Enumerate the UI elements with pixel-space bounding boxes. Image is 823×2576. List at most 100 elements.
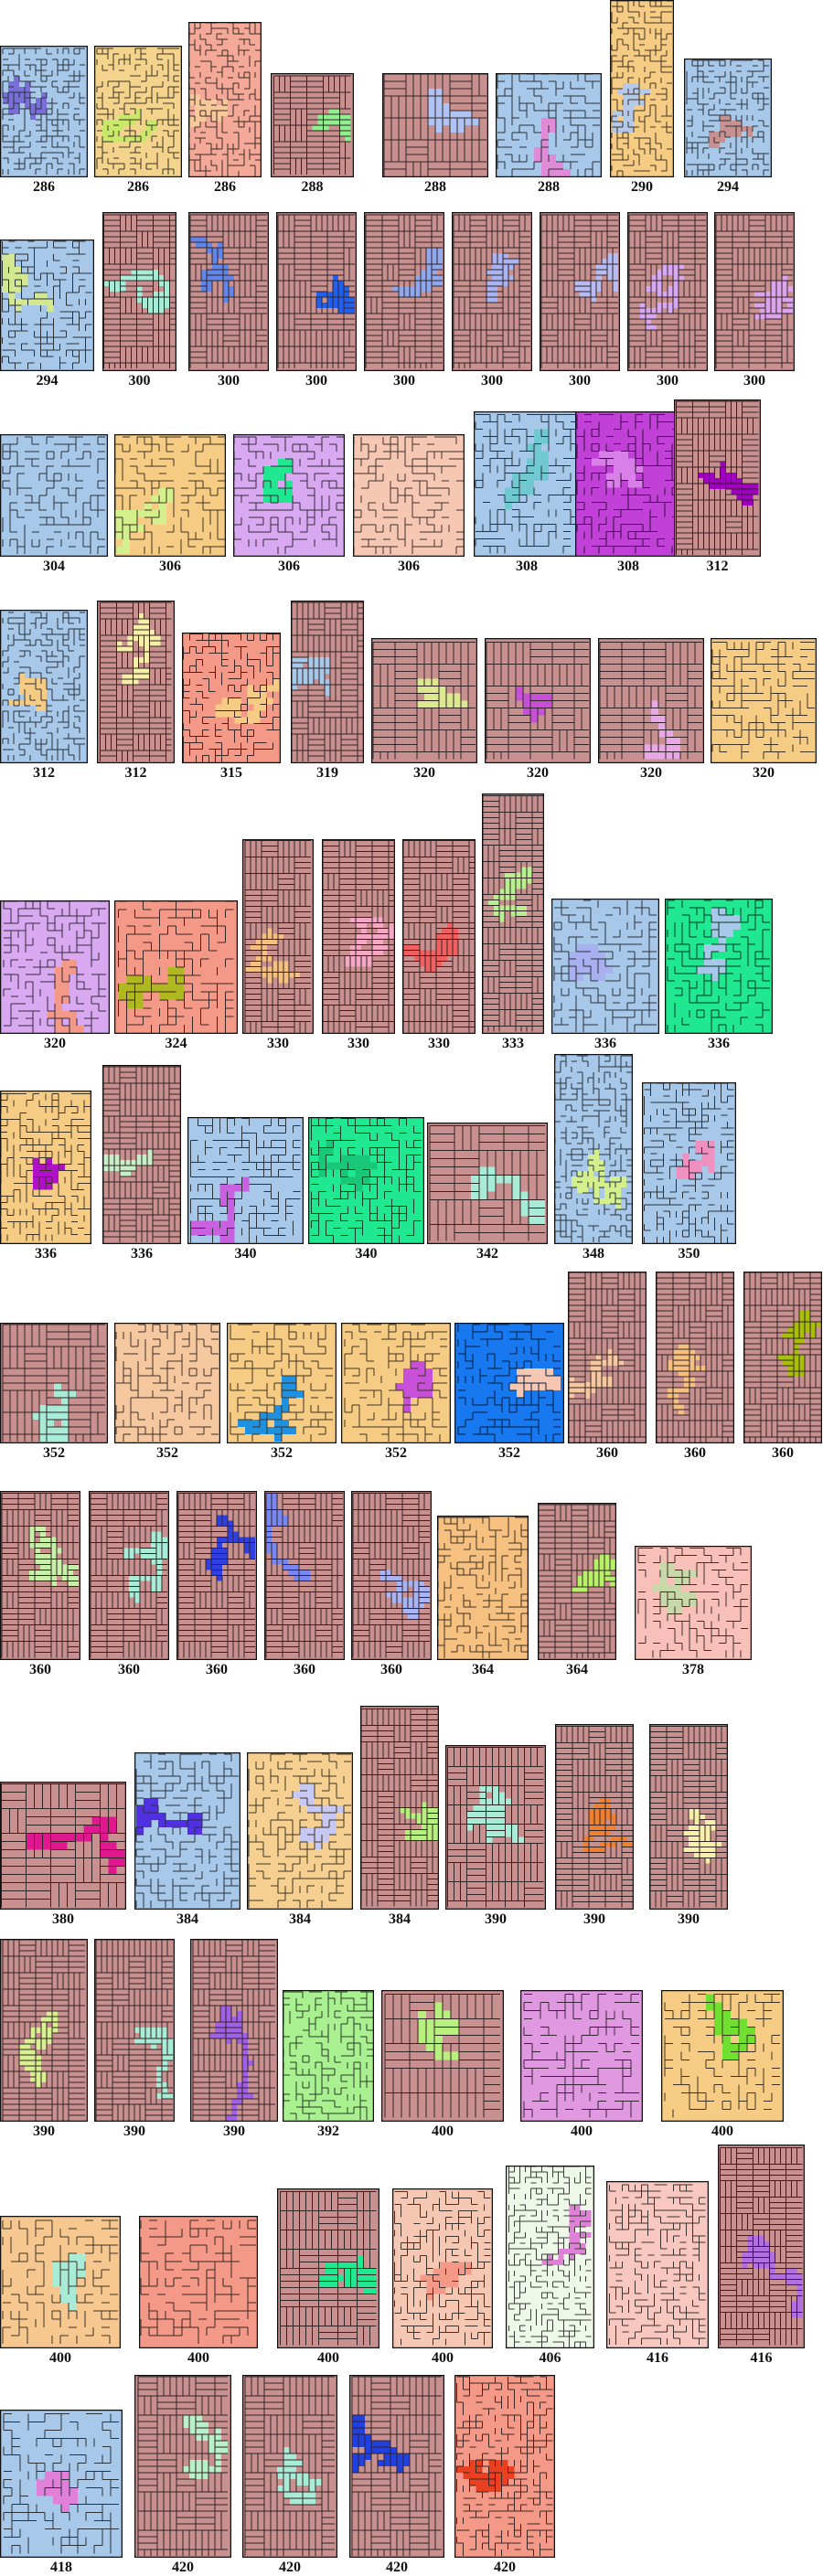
- tiling-edges: [644, 1082, 734, 1243]
- tiling-highlight-region: [400, 1802, 438, 1841]
- tiling-highlight-region: [318, 1140, 378, 1192]
- tiling-frame: [520, 1990, 643, 2122]
- tiling-size-label: 320: [44, 1036, 66, 1051]
- tiling-frame: [176, 1491, 257, 1660]
- tiling-size-label: 342: [476, 1246, 498, 1261]
- tiling-400-item: 400: [381, 1990, 504, 2140]
- tiling-edges: [686, 59, 769, 176]
- tiling-highlight-region: [582, 2051, 639, 2110]
- tiling-highlight-region: [266, 1493, 310, 1581]
- tiling-figure: [568, 1272, 647, 1443]
- tiling-frame: [610, 0, 674, 177]
- tiling-highlight-region: [569, 1349, 624, 1399]
- tiling-frame: [277, 2188, 379, 2348]
- tiling-edges: [599, 642, 702, 760]
- tiling-frame: [392, 2188, 493, 2348]
- tiling-figure: [743, 1272, 822, 1443]
- tiling-highlight-region: [245, 928, 300, 984]
- tiling-frame: [598, 638, 704, 763]
- tiling-edges: [3, 2413, 119, 2554]
- tiling-size-label: 319: [316, 765, 338, 781]
- tiling-frame: [102, 1065, 181, 1244]
- tiling-frame: [242, 839, 314, 1034]
- tiling-336-item: 336: [102, 1065, 181, 1262]
- tiling-figure: [627, 212, 708, 371]
- tiling-size-label: 304: [43, 559, 65, 574]
- tiling-390-item: 390: [94, 1939, 175, 2140]
- tiling-figure: [642, 1082, 736, 1244]
- tiling-390-item: 390: [649, 1724, 728, 1928]
- tiling-size-label: 390: [123, 2124, 145, 2139]
- tiling-384-item: 384: [360, 1706, 439, 1928]
- tiling-highlight-region: [183, 2415, 228, 2479]
- tiling-edges: [192, 1939, 275, 2121]
- tiling-406-item: 406: [506, 2166, 594, 2367]
- tiling-384-item: 384: [247, 1752, 353, 1928]
- tiling-size-label: 420: [172, 2560, 194, 2575]
- tiling-size-label: 360: [294, 1662, 315, 1677]
- tiling-frame: [349, 2375, 444, 2558]
- tiling-edges: [135, 1753, 239, 1908]
- tiling-highlight-region: [189, 94, 228, 127]
- tiling-frame: [437, 1516, 529, 1660]
- tiling-figure: [665, 899, 773, 1034]
- tiling-figure: [0, 46, 88, 177]
- tiling-figure: [427, 1123, 548, 1244]
- tiling-edges: [96, 48, 179, 175]
- tiling-size-label: 312: [124, 765, 147, 781]
- tiling-size-label: 336: [594, 1036, 616, 1051]
- tiling-size-label: 390: [678, 1911, 700, 1927]
- tiling-highlight-region: [698, 462, 759, 506]
- tiling-highlight-region: [456, 2460, 515, 2492]
- tiling-edges: [2, 612, 85, 761]
- tiling-edges: [280, 2191, 377, 2346]
- tiling-highlight-region: [541, 2205, 592, 2265]
- tiling-figure: [606, 2181, 709, 2348]
- tiling-figure: [341, 1323, 451, 1443]
- tiling-frame: [187, 1117, 304, 1244]
- tiling-frame: [0, 1323, 108, 1443]
- tiling-figure: [452, 212, 532, 371]
- tiling-size-label: 406: [539, 2350, 561, 2366]
- tiling-frame: [276, 212, 357, 371]
- tiling-edges: [183, 633, 280, 762]
- tiling-edges: [576, 414, 679, 554]
- tiling-figure: [656, 1272, 734, 1443]
- tiling-size-label: 308: [516, 559, 538, 574]
- tiling-figure: [271, 73, 354, 177]
- tiling-figure: [445, 1745, 546, 1910]
- tiling-frame: [642, 1082, 736, 1244]
- tiling-392-item: 392: [283, 1990, 374, 2140]
- tiling-size-label: 384: [176, 1911, 198, 1927]
- tiling-390-item: 390: [0, 1939, 88, 2140]
- tiling-size-label: 288: [301, 179, 324, 195]
- tiling-size-label: 288: [424, 179, 446, 195]
- tiling-figure: [134, 2375, 231, 2558]
- tiling-highlight-region: [190, 237, 234, 303]
- tiling-frame: [427, 1123, 548, 1244]
- tiling-size-label: 330: [347, 1036, 369, 1051]
- tiling-highlight-region: [26, 1816, 125, 1875]
- tiling-figure: [188, 212, 269, 371]
- tiling-highlight-region: [742, 2235, 803, 2318]
- tiling-336-item: 336: [551, 899, 659, 1052]
- tiling-figure: [437, 1516, 529, 1660]
- tiling-size-label: 320: [413, 765, 435, 781]
- tiling-highlight-region: [668, 1344, 706, 1415]
- tiling-highlight-region: [345, 917, 394, 967]
- tiling-edges: [720, 2147, 803, 2346]
- tiling-edges: [453, 214, 530, 368]
- tiling-frame: [674, 399, 761, 557]
- tiling-highlight-region: [612, 83, 650, 133]
- tiling-size-label: 312: [33, 765, 55, 781]
- tiling-size-label: 300: [393, 373, 415, 389]
- tiling-figure: [277, 2188, 379, 2348]
- tiling-size-label: 308: [617, 559, 639, 574]
- tiling-size-label: 384: [389, 1911, 411, 1927]
- tiling-390-item: 390: [555, 1724, 634, 1928]
- tiling-highlight-region: [428, 89, 479, 133]
- tiling-highlight-region: [706, 1994, 755, 2060]
- tiling-348-item: 348: [554, 1054, 633, 1262]
- tiling-size-label: 300: [743, 373, 765, 389]
